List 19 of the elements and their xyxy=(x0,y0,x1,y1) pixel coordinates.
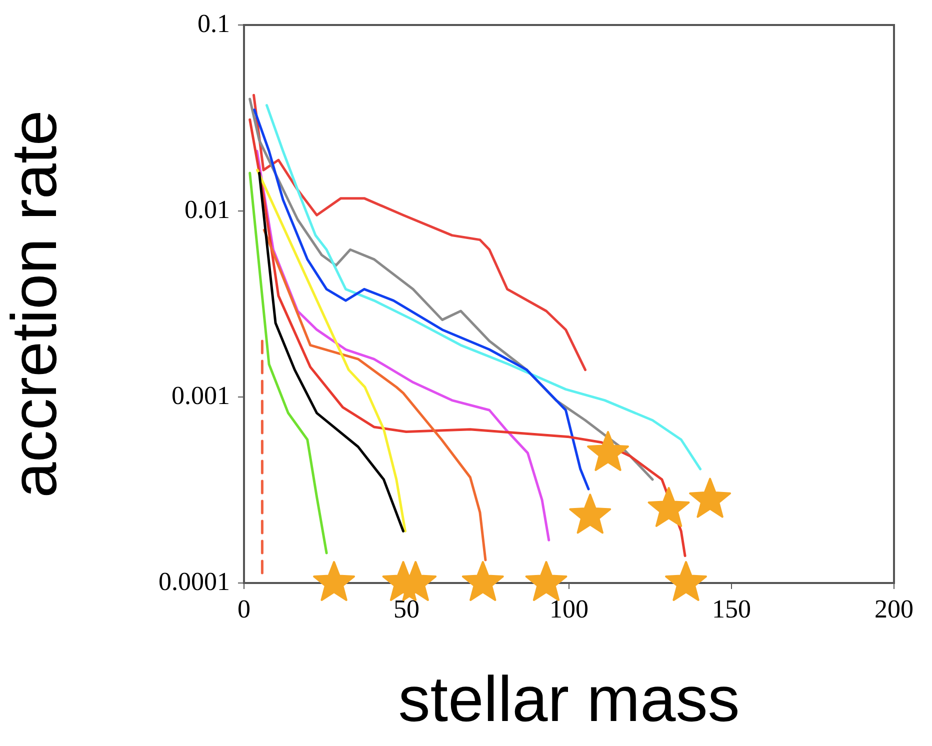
point xyxy=(665,561,707,601)
point xyxy=(525,561,568,601)
x-tick-label: 150 xyxy=(712,594,751,624)
point xyxy=(648,486,690,527)
x-axis-title: stellar mass xyxy=(398,663,740,736)
point xyxy=(689,478,732,518)
x-tick-label: 200 xyxy=(874,594,914,624)
point xyxy=(569,494,612,534)
y-tick-label: 0.1 xyxy=(198,8,230,38)
y-tick-label: 0.001 xyxy=(172,380,230,410)
x-tick-label: 100 xyxy=(550,594,588,624)
y-tick-label: 0.01 xyxy=(184,194,230,224)
x-tick-label: 0 xyxy=(238,594,250,624)
y-tick-label: 0.0001 xyxy=(158,566,230,596)
point xyxy=(587,430,629,471)
y-axis-title: accretion rate xyxy=(0,110,70,498)
point xyxy=(313,561,355,601)
point xyxy=(462,561,504,601)
x-tick-label: 50 xyxy=(394,594,420,624)
